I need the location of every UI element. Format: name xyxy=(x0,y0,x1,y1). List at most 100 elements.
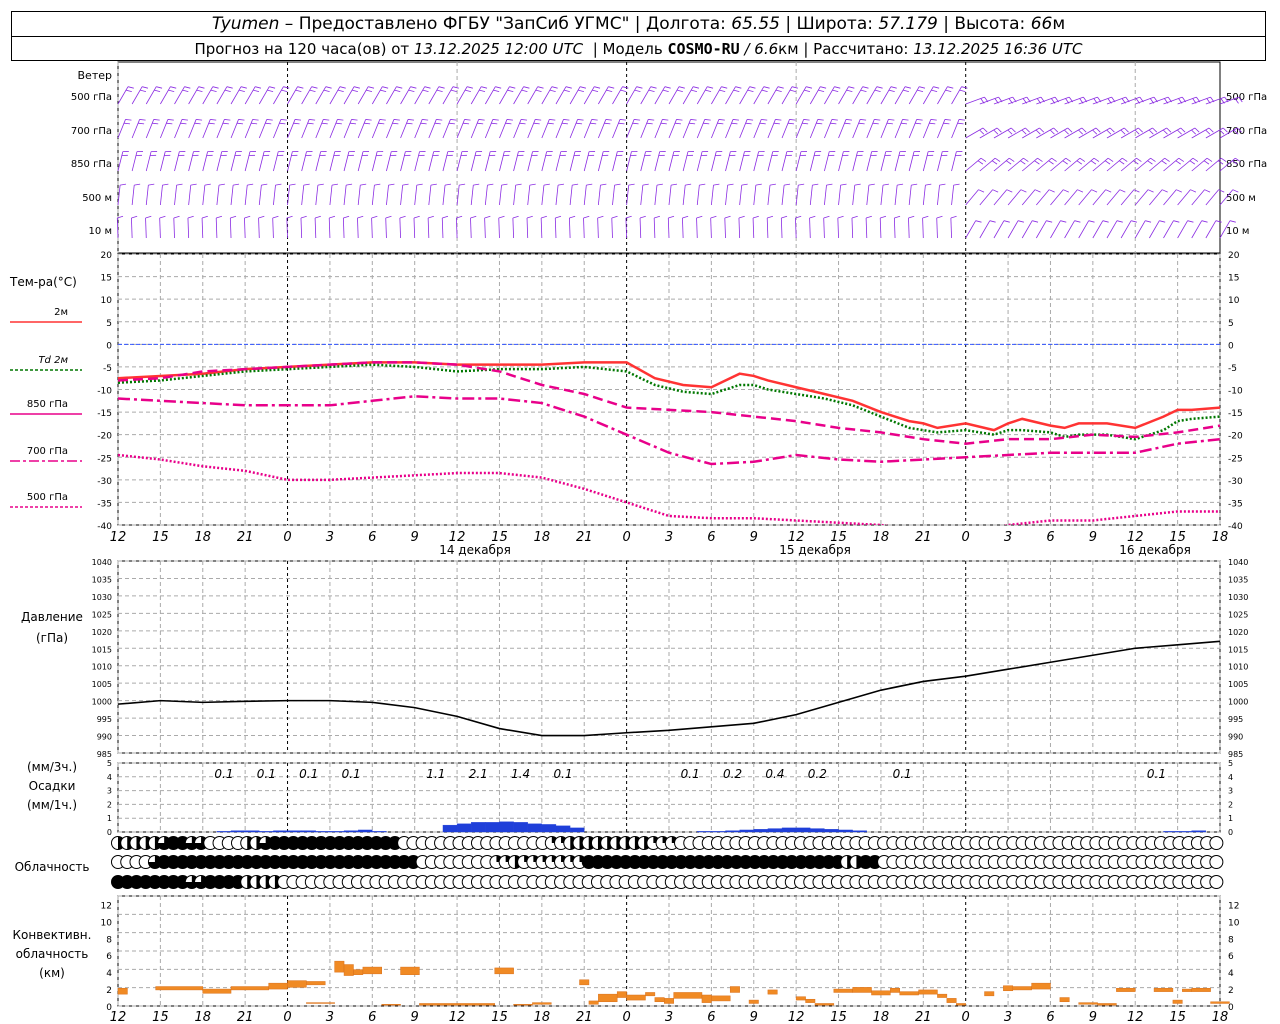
wind-barb xyxy=(965,157,982,172)
wind-barb-feather xyxy=(719,89,726,93)
wind-barb xyxy=(1135,96,1155,105)
wind-barb-feather xyxy=(436,119,443,121)
convective-bar xyxy=(805,998,816,1003)
precip-unit-1h: (мм/1ч.) xyxy=(27,798,77,812)
wind-barb xyxy=(612,119,621,139)
convective-bar xyxy=(984,991,995,997)
wind-barb xyxy=(1219,189,1234,206)
wind-barb-feather xyxy=(590,122,597,125)
wind-barb-feather xyxy=(1035,129,1041,135)
wind-barb-feather xyxy=(1148,129,1154,135)
wind-barb-feather xyxy=(266,119,273,121)
wind-barb-feather xyxy=(240,86,247,89)
convective-bar xyxy=(1059,997,1070,1003)
wind-barb xyxy=(583,217,585,239)
wind-barb-feather xyxy=(371,215,378,219)
precip-tick-left: 0 xyxy=(107,828,112,837)
wind-barb xyxy=(668,185,672,206)
temp-tick-right: 10 xyxy=(1228,296,1240,306)
wind-barb xyxy=(1163,157,1180,172)
wind-barb xyxy=(1064,220,1075,239)
wind-barb-feather xyxy=(473,183,480,186)
wind-barb xyxy=(357,86,369,105)
wind-barb xyxy=(357,217,359,239)
wind-barb-feather xyxy=(804,89,811,93)
wind-barb xyxy=(569,151,576,172)
wind-barb xyxy=(527,119,536,139)
wind-barb xyxy=(612,185,615,206)
temp-series-Td-2м xyxy=(118,363,1220,441)
wind-barb-feather xyxy=(230,215,237,219)
temp-tick-right: -5 xyxy=(1228,364,1237,374)
wind-barb xyxy=(541,151,548,172)
wind-barb xyxy=(513,151,519,172)
wind-barb xyxy=(328,217,331,239)
wind-barb-feather xyxy=(323,119,330,121)
precip-3h-label: 0.1 xyxy=(1147,767,1166,781)
wind-barb xyxy=(795,86,807,105)
wind-barb xyxy=(1191,96,1211,105)
pressure-tick-left: 1035 xyxy=(92,575,112,584)
wind-barb xyxy=(583,119,593,139)
wind-barb xyxy=(922,119,932,139)
convective-bar xyxy=(362,966,382,975)
precip-bar xyxy=(216,831,232,833)
wind-barb-feather xyxy=(1051,157,1057,162)
wind-barb-feather xyxy=(902,119,909,121)
wind-barb xyxy=(993,157,1010,172)
wind-barb xyxy=(583,86,595,105)
wind-barb-feather xyxy=(1229,220,1236,223)
wind-barb-feather xyxy=(703,122,710,125)
wind-barb-feather xyxy=(876,86,883,89)
wind-barb-feather xyxy=(634,89,641,93)
wind-barb-feather xyxy=(908,215,915,219)
wind-barb-feather xyxy=(693,86,700,89)
wind-barb-feather xyxy=(678,86,685,89)
temp-tick-left: 10 xyxy=(101,296,113,306)
wind-barb-feather xyxy=(551,86,558,89)
convective-bar xyxy=(701,994,712,1003)
wind-barb-feather xyxy=(269,86,276,89)
temp-tick-left: -30 xyxy=(97,477,112,487)
wind-barb xyxy=(131,185,135,206)
pressure-tick-right: 1030 xyxy=(1228,593,1248,602)
wind-barb xyxy=(893,217,896,239)
wind-barb-feather xyxy=(1234,98,1239,104)
forecast-info-row: Прогноз на 120 часа(ов) от 13.12.2025 12… xyxy=(12,37,1265,61)
wind-barb-feather xyxy=(335,122,342,125)
wind-barb xyxy=(710,217,712,239)
wind-barb-feather xyxy=(1180,127,1186,133)
wind-barb-feather xyxy=(1093,157,1100,162)
precip-bar xyxy=(245,830,260,833)
wind-barb-feather xyxy=(430,183,437,186)
precip-tick-left: 1 xyxy=(107,814,112,823)
wind-barb xyxy=(273,151,279,172)
wind-barb-feather xyxy=(148,183,155,186)
convective-bar xyxy=(852,987,872,993)
wind-barb-feather xyxy=(196,89,203,93)
wind-barb-feather xyxy=(491,122,498,125)
wind-barb-feather xyxy=(1133,189,1140,193)
wind-barb xyxy=(951,119,960,139)
wind-barb xyxy=(386,86,397,105)
wind-barb-feather xyxy=(196,119,203,121)
wind-barb-feather xyxy=(614,183,621,186)
wind-barb xyxy=(838,119,847,139)
temp-hour-tick: 12 xyxy=(110,530,127,545)
wind-barb-feather xyxy=(690,119,697,121)
wind-barb xyxy=(484,217,486,239)
day-label: 15 декабря xyxy=(779,543,851,557)
temp-hour-tick: 12 xyxy=(449,530,466,545)
wind-barb-feather xyxy=(563,119,570,121)
wind-barb-feather xyxy=(123,122,131,125)
wind-barb-feather xyxy=(826,183,833,186)
wind-barb-feather xyxy=(293,122,300,125)
wind-barb xyxy=(880,185,884,206)
wind-barb xyxy=(569,119,578,139)
wind-barb xyxy=(1205,157,1222,172)
wind-barb xyxy=(951,151,957,172)
wind-barb xyxy=(1078,127,1097,139)
wind-barb xyxy=(400,151,406,172)
wind-barb-feather xyxy=(775,89,782,93)
wind-level-label-left: 700 гПа xyxy=(71,126,112,137)
